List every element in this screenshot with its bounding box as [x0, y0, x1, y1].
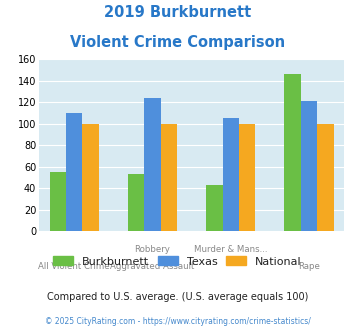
- Text: Rape: Rape: [298, 262, 320, 271]
- Bar: [128, 174, 144, 231]
- Text: © 2025 CityRating.com - https://www.cityrating.com/crime-statistics/: © 2025 CityRating.com - https://www.city…: [45, 317, 310, 326]
- Bar: [144, 98, 161, 231]
- Text: 2019 Burkburnett: 2019 Burkburnett: [104, 5, 251, 20]
- Bar: [206, 185, 223, 231]
- Bar: [223, 118, 239, 231]
- Text: All Violent Crime: All Violent Crime: [38, 262, 110, 271]
- Text: Compared to U.S. average. (U.S. average equals 100): Compared to U.S. average. (U.S. average …: [47, 292, 308, 302]
- Bar: [66, 113, 82, 231]
- Bar: [50, 172, 66, 231]
- Bar: [82, 124, 99, 231]
- Legend: Burkburnett, Texas, National: Burkburnett, Texas, National: [53, 256, 302, 267]
- Text: Violent Crime Comparison: Violent Crime Comparison: [70, 35, 285, 50]
- Bar: [239, 124, 256, 231]
- Text: Robbery: Robbery: [135, 245, 170, 254]
- Bar: [301, 101, 317, 231]
- Bar: [284, 74, 301, 231]
- Bar: [161, 124, 177, 231]
- Text: Murder & Mans...: Murder & Mans...: [194, 245, 268, 254]
- Text: Aggravated Assault: Aggravated Assault: [110, 262, 195, 271]
- Bar: [317, 124, 334, 231]
